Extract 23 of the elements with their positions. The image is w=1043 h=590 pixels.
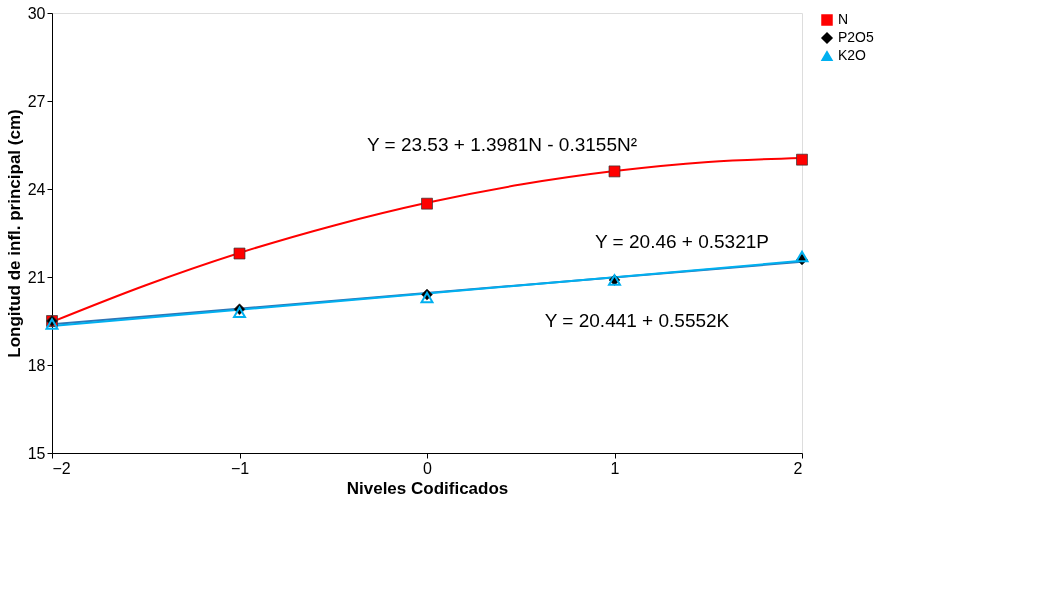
x-tick-label: 0 — [423, 459, 433, 477]
y-axis-title: Longitud de infl. principal (cm) — [4, 109, 24, 358]
y-tick-label: 24 — [27, 180, 46, 198]
x-tick-label: −1 — [230, 459, 250, 477]
annotation: Y = 20.46 + 0.5321P — [595, 230, 769, 252]
x-tick-label: −2 — [52, 459, 71, 477]
point — [233, 247, 246, 260]
legend-label: K2O — [838, 47, 867, 63]
point — [608, 165, 621, 178]
x-tick-label: 1 — [610, 459, 620, 477]
y-tick-label: 15 — [27, 444, 46, 462]
y-tick-label: 18 — [27, 356, 46, 374]
legend-label: P2O5 — [838, 29, 875, 45]
point — [796, 153, 808, 166]
legend-label: N — [838, 11, 849, 27]
y-tick-label: 27 — [27, 92, 46, 110]
x-tick-label: 2 — [793, 459, 803, 477]
annotation: Y = 23.53 + 1.3981N - 0.3155N² — [366, 134, 638, 155]
x-axis-title: Niveles Codificados — [346, 478, 509, 498]
y-tick-label: 30 — [27, 4, 46, 22]
y-tick-label: 21 — [27, 268, 46, 286]
point — [421, 197, 433, 210]
annotation: Y = 20.441 + 0.5552K — [544, 310, 730, 331]
